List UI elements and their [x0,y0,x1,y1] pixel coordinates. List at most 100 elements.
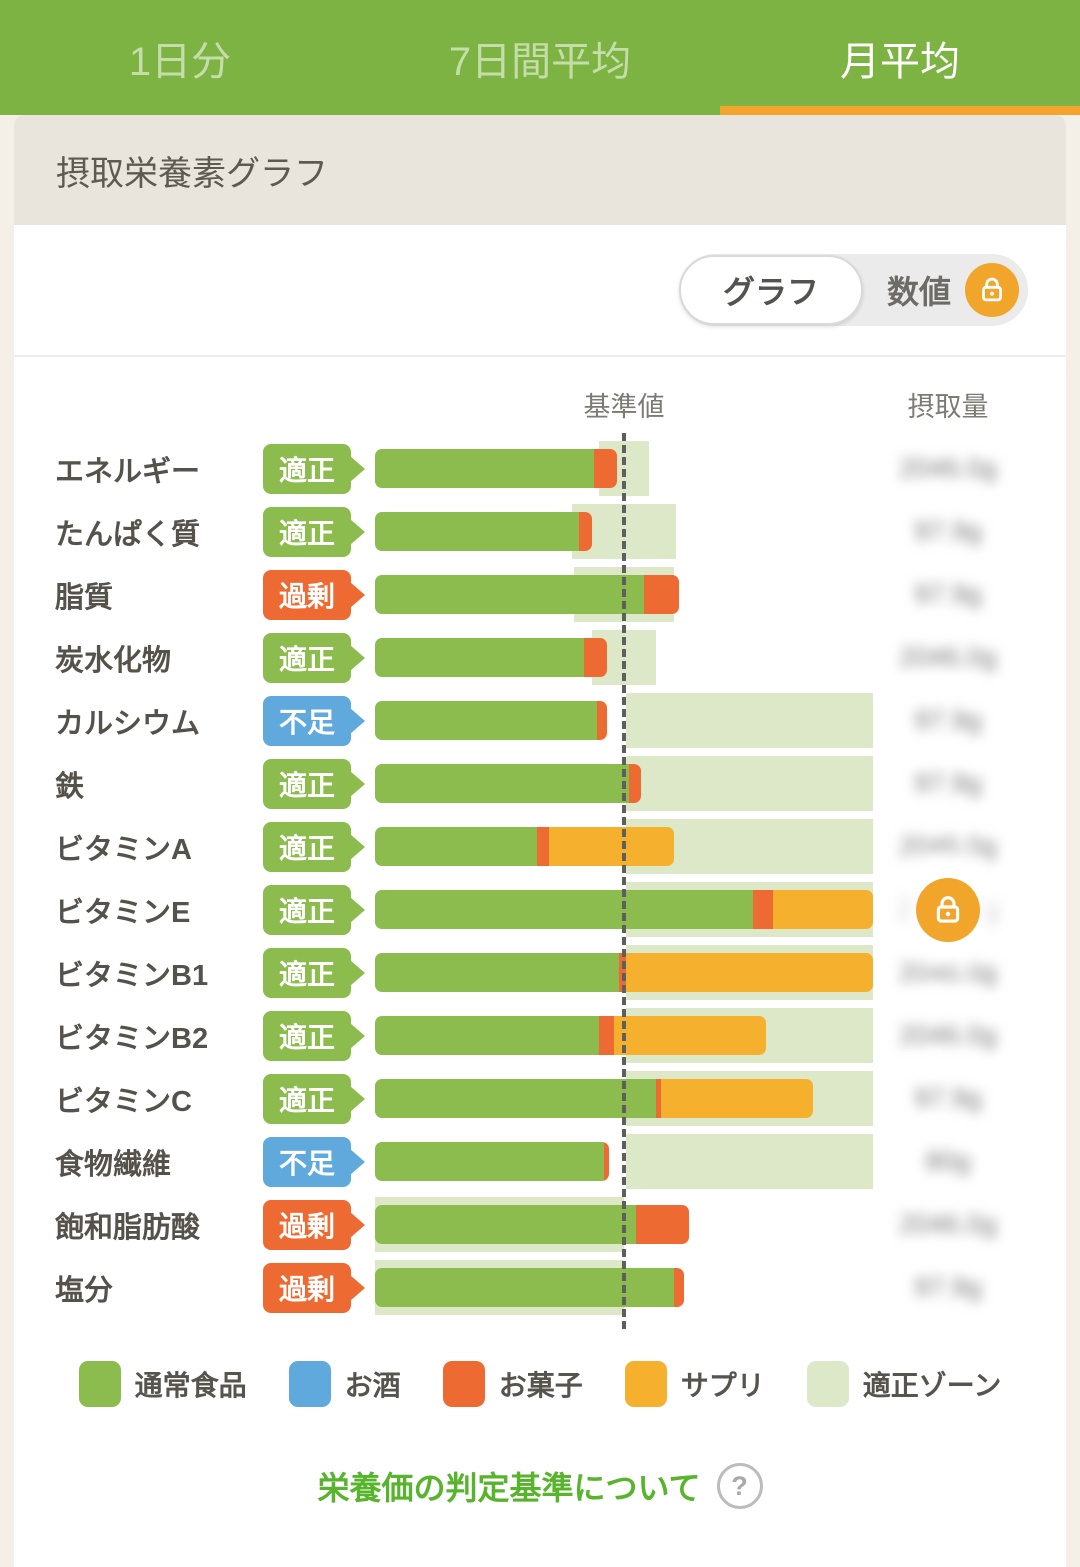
bar-segment-supplement [549,827,674,866]
stacked-bar [375,701,607,740]
intake-value-blurred: 80g [925,1146,971,1176]
bar-track [375,815,873,878]
bar-track [375,752,873,815]
status-badge: 過剰 [263,1262,351,1313]
intake-value-blurred: 2046.0g [899,642,997,672]
chart-column-headers: 基準値 摂取量 [14,385,1066,429]
bar-segment-snack [673,1268,684,1307]
stacked-bar [375,575,679,614]
bar-segment-supplement [614,1016,766,1055]
tab-daily[interactable]: 1日分 [0,0,360,115]
bar-track [375,1193,873,1256]
status-badge: 適正 [263,443,351,494]
nutrient-row-energy: エネルギー 適正 2046.0g [14,437,1066,500]
lock-icon [982,277,1002,302]
nutrient-panel: 摂取栄養素グラフ グラフ 数値 基準値 摂取量 [14,115,1066,1567]
status-badge-box: 適正 [263,443,375,494]
bar-segment-food [375,638,585,677]
intake-value-blurred: 2046.0g [899,1020,997,1050]
page-title: 摂取栄養素グラフ [56,154,328,193]
status-badge-box: 適正 [263,632,375,683]
lock-icon [936,895,960,923]
legend-label: 通常食品 [134,1370,247,1401]
bar-segment-food [375,449,595,488]
status-badge: 適正 [263,632,351,683]
stacked-bar [375,953,873,992]
bar-segment-food [375,512,580,551]
bar-segment-snack [656,1079,662,1118]
bar-segment-snack [579,512,592,551]
intake-value-blurred: 97.9g [914,579,982,609]
bar-segment-supplement [661,1079,814,1118]
toggle-option-numeric[interactable]: 数値 [887,267,951,313]
bar-segment-snack [596,701,607,740]
bar-segment-food [375,764,629,803]
intake-value-blurred: 2046.0g [899,957,997,987]
bar-segment-snack [604,1142,610,1181]
bar-segment-snack [636,1205,689,1244]
appropriate-zone [626,756,873,811]
status-badge: 不足 [263,1136,351,1187]
bar-segment-food [375,575,644,614]
reference-value-label: 基準値 [583,392,665,422]
nutrient-name: エネルギー [55,455,201,488]
intake-value-cell: 2046.0g [873,437,1023,500]
chart-legend: 通常食品 お酒 お菓子 サプリ 適正ゾーン [14,1361,1066,1407]
bar-segment-supplement [773,890,873,929]
tab-month-average[interactable]: 月平均 [720,0,1080,115]
nutrient-row-salt: 塩分 過剰 97.9g [14,1256,1066,1319]
period-tab-bar: 1日分 7日間平均 月平均 [0,0,1080,115]
bar-segment-food [375,1016,600,1055]
intake-value-cell: 97.9g [873,689,1023,752]
status-badge: 適正 [263,947,351,998]
toggle-option-graph[interactable]: グラフ [678,255,863,325]
stacked-bar [375,1268,684,1307]
legend-swatch-supplement [624,1361,667,1407]
bar-segment-food [375,1079,657,1118]
stacked-bar [375,764,642,803]
bar-segment-snack [584,638,607,677]
nutrient-row-fiber: 食物繊維 不足 80g [14,1130,1066,1193]
tab-7day-average[interactable]: 7日間平均 [360,0,720,115]
graph-numeric-toggle: グラフ 数値 [678,254,1028,326]
intake-lock-button[interactable] [916,877,980,942]
intake-value-cell: 2046.0g [873,877,1023,942]
status-badge-box: 過剰 [263,1262,375,1313]
status-badge: 過剰 [263,1199,351,1250]
toggle-numeric-label: 数値 [886,274,951,310]
bar-segment-supplement [626,953,873,992]
nutrient-name: たんぱく質 [55,518,201,551]
bar-segment-snack [599,1016,615,1055]
status-badge-box: 適正 [263,884,375,935]
intake-value-blurred: 2046.0g [899,831,997,861]
intake-value-cell: 2046.0g [873,815,1023,878]
nutrient-chart: 基準値 摂取量 エネルギー 適正 2046.0g たんぱく質 適正 97.9g 脂質 過剰 97… [14,357,1066,1509]
nutrient-name: ビタミンB2 [55,1022,209,1055]
nutrient-name: ビタミンE [55,896,191,929]
stacked-bar [375,1142,610,1181]
intake-value-blurred: 97.9g [914,516,982,546]
bar-track [375,878,873,941]
bar-segment-food [375,953,620,992]
status-badge-box: 適正 [263,758,375,809]
legend-item-alcohol: お酒 [288,1361,401,1407]
intake-value-cell: 97.9g [873,500,1023,563]
reference-dashed-line [622,433,626,1329]
bar-track [375,941,873,1004]
bar-track [375,1004,873,1067]
nutrient-name: 塩分 [55,1274,114,1307]
status-badge-box: 適正 [263,506,375,557]
bar-segment-food [375,890,754,929]
stacked-bar [375,512,592,551]
intake-value-cell: 97.9g [873,1067,1023,1130]
bar-track [375,689,873,752]
legend-label: 適正ゾーン [862,1370,1002,1401]
status-badge-box: 適正 [263,1073,375,1124]
stacked-bar [375,1205,689,1244]
question-icon[interactable]: ? [716,1463,763,1509]
bar-segment-snack [594,449,617,488]
bar-segment-snack [536,827,550,866]
numeric-lock-button[interactable] [965,263,1019,317]
judgment-criteria-link[interactable]: 栄養価の判定基準について [317,1470,701,1506]
nutrient-name: 食物繊維 [55,1148,172,1181]
